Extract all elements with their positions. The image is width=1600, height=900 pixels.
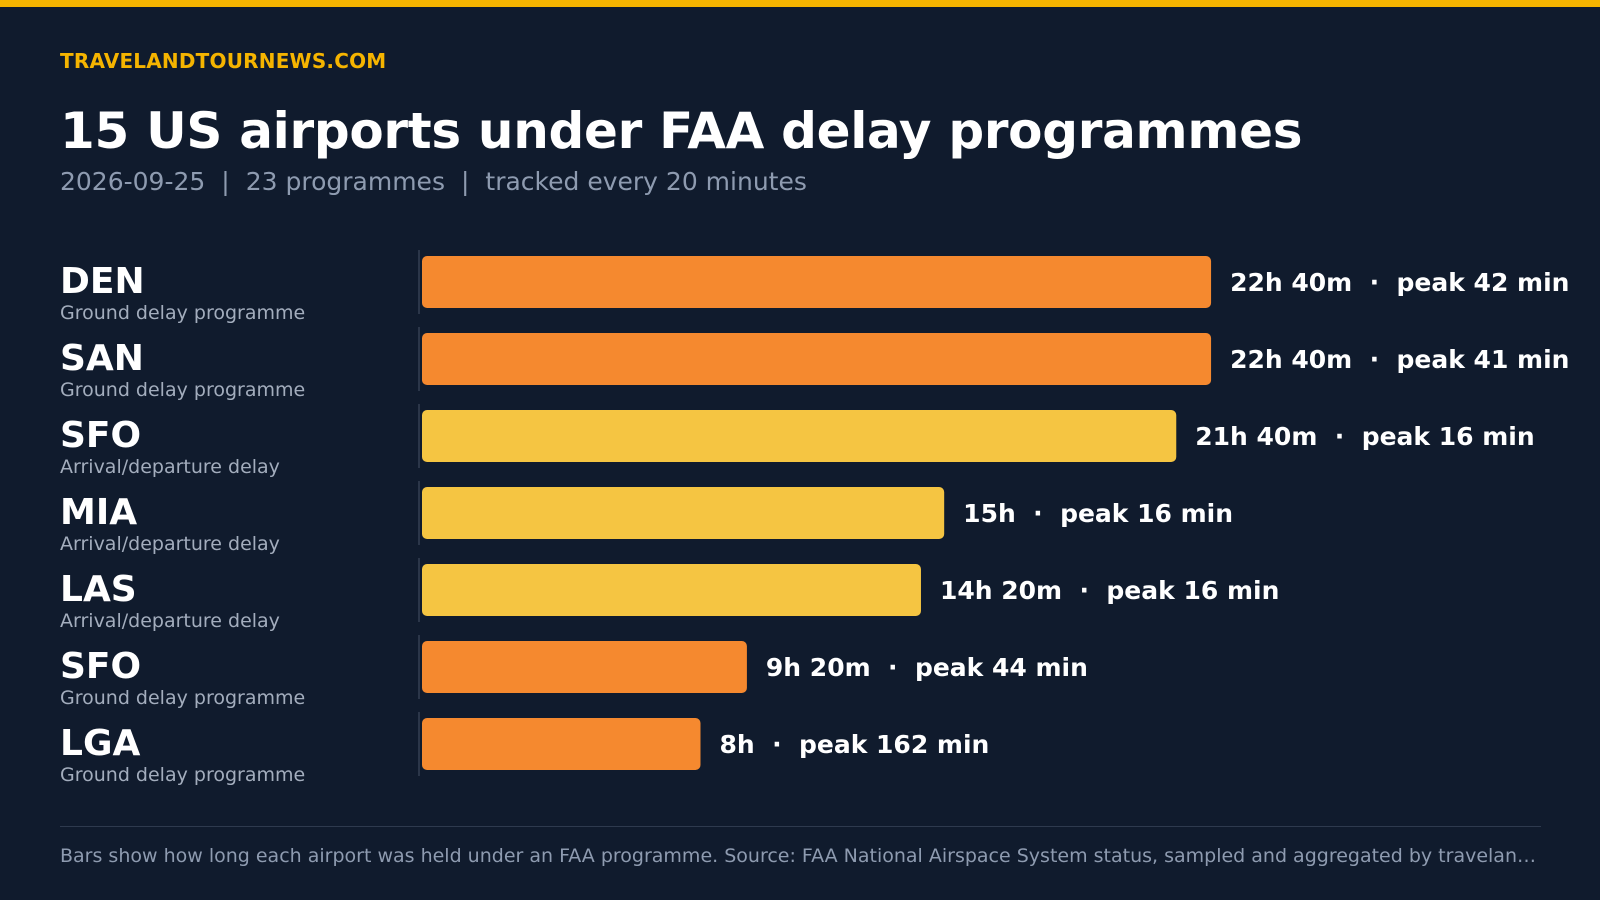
airport-code: SAN (60, 338, 144, 379)
bar-den (422, 256, 1212, 308)
row-axis-line (418, 712, 420, 776)
programme-type-label: Arrival/departure delay (60, 610, 280, 632)
top-accent-bar (0, 0, 1600, 7)
airport-code: SFO (60, 415, 141, 456)
row-axis-line (418, 481, 420, 545)
row-axis-line (418, 404, 420, 468)
airport-code: DEN (60, 261, 145, 302)
airport-code: LAS (60, 569, 137, 610)
row-axis-line (418, 250, 420, 314)
subtitle-separator: | (460, 167, 470, 196)
bar-lga (422, 718, 701, 770)
source-brand[interactable]: TRAVELANDTOURNEWS.COM (60, 49, 387, 73)
bar-data-label: 8h · peak 162 min (719, 730, 989, 759)
programme-type-label: Ground delay programme (60, 302, 305, 324)
bar-data-label: 22h 40m · peak 41 min (1230, 345, 1569, 374)
row-axis-line (418, 327, 420, 391)
bar-sfo (422, 641, 747, 693)
bar-data-label: 21h 40m · peak 16 min (1195, 422, 1534, 451)
subtitle-tracking: tracked every 20 minutes (485, 167, 807, 196)
bar-sfo (422, 410, 1177, 462)
bar-las (422, 564, 921, 616)
bar-data-label: 15h · peak 16 min (963, 499, 1233, 528)
bar-data-label: 9h 20m · peak 44 min (766, 653, 1088, 682)
bar-data-label: 14h 20m · peak 16 min (940, 576, 1279, 605)
footnote: Bars show how long each airport was held… (60, 845, 1541, 867)
programme-type-label: Arrival/departure delay (60, 456, 280, 478)
programme-type-label: Ground delay programme (60, 379, 305, 401)
row-axis-line (418, 635, 420, 699)
programme-type-label: Arrival/departure delay (60, 533, 280, 555)
subtitle-date: 2026-09-25 (60, 167, 206, 196)
bar-mia (422, 487, 945, 539)
airport-code: MIA (60, 492, 137, 533)
subtitle: 2026-09-25 | 23 programmes | tracked every 2… (60, 167, 807, 196)
subtitle-separator: | (221, 167, 230, 196)
airport-code: SFO (60, 646, 141, 687)
programme-type-label: Ground delay programme (60, 764, 305, 786)
airport-code: LGA (60, 723, 140, 764)
subtitle-programmes: 23 programmes (245, 167, 445, 196)
footer-divider (60, 826, 1541, 827)
page-title: 15 US airports under FAA delay programme… (60, 102, 1303, 160)
programme-type-label: Ground delay programme (60, 687, 305, 709)
bar-data-label: 22h 40m · peak 42 min (1230, 268, 1569, 297)
row-axis-line (418, 558, 420, 622)
bar-san (422, 333, 1212, 385)
